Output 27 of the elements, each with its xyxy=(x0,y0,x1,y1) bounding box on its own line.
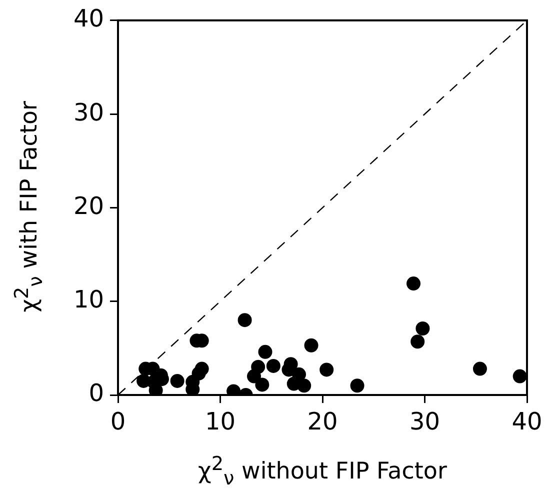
point xyxy=(410,334,425,349)
point xyxy=(320,362,334,377)
point xyxy=(512,369,527,384)
point xyxy=(297,378,312,393)
point xyxy=(472,362,487,376)
point xyxy=(258,344,272,359)
y-tick-label: 10 xyxy=(73,286,104,314)
y-tick-label: 0 xyxy=(88,379,104,408)
point xyxy=(350,378,364,393)
y-tick-label: 40 xyxy=(73,4,104,33)
point xyxy=(304,338,318,352)
y-tick-label: 30 xyxy=(73,98,104,126)
point xyxy=(416,322,430,336)
y-tick-label: 20 xyxy=(73,192,104,220)
point xyxy=(251,360,266,374)
x-tick-label: 20 xyxy=(307,408,338,436)
point xyxy=(406,276,421,291)
x-tick-label: 40 xyxy=(512,408,542,436)
point xyxy=(266,358,280,373)
point xyxy=(238,313,252,328)
x-tick-label: 10 xyxy=(204,408,236,436)
x-axis-title: χ$^{2}$$_{ν}$ without FIP Factor xyxy=(197,452,448,490)
point xyxy=(255,378,270,392)
point xyxy=(170,374,184,388)
x-tick-label: 0 xyxy=(110,408,126,436)
x-tick-label: 30 xyxy=(409,408,440,436)
point xyxy=(194,362,209,376)
